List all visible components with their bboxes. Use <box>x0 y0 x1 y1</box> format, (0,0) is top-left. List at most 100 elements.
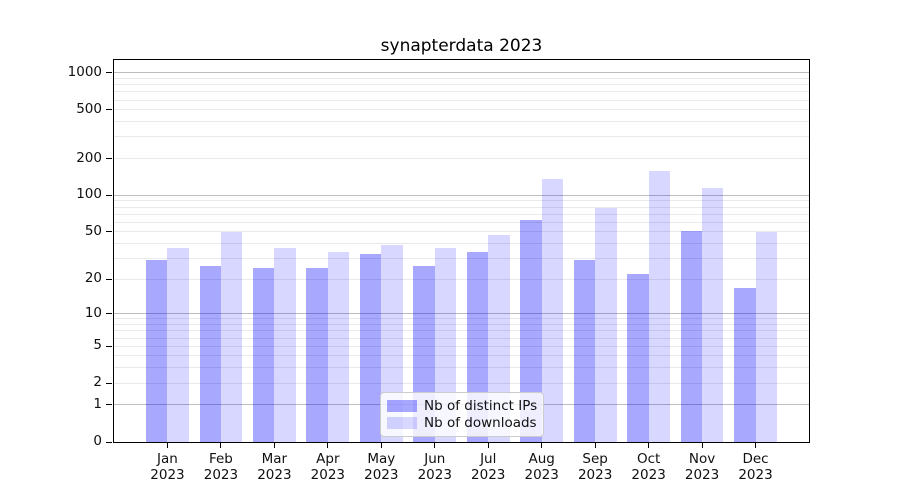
y-tick-label: 2 <box>93 374 102 391</box>
bar-feb-downloads <box>220 231 243 442</box>
y-tick-label: 100 <box>76 186 102 203</box>
bar-dec-downloads <box>755 231 777 442</box>
bar-nov-distinct-ips <box>680 230 703 442</box>
minor-gridline <box>114 99 809 101</box>
y-tick-mark <box>106 72 112 74</box>
minor-gridline <box>114 278 809 280</box>
bar-sep-distinct-ips <box>573 260 596 442</box>
x-tick-label: Feb 2023 <box>203 451 239 483</box>
x-tick-mark <box>594 443 596 448</box>
minor-gridline <box>114 221 809 223</box>
y-tick-mark <box>106 109 112 111</box>
plot-area: 1000 500 200 100 50 20 10 5 2 1 0 Jan 2023 Feb 2023 M… <box>68 59 810 483</box>
bar-aug-downloads <box>541 178 564 442</box>
minor-gridline <box>114 367 809 369</box>
minor-gridline <box>114 382 809 384</box>
x-tick-mark <box>434 443 436 448</box>
legend-label-distinct-ips: Nb of distinct IPs <box>424 397 538 414</box>
minor-gridline <box>114 109 809 111</box>
y-tick-mark <box>106 158 112 160</box>
y-tick-mark <box>106 313 112 315</box>
minor-gridline <box>114 158 809 160</box>
x-tick-mark <box>755 443 757 448</box>
y-tick-label: 50 <box>84 222 102 239</box>
x-tick-mark <box>166 443 168 448</box>
bar-apr-downloads <box>327 251 350 442</box>
bar-jul-downloads <box>488 235 510 442</box>
bar-mar-distinct-ips <box>253 267 275 442</box>
bar-dec-distinct-ips <box>734 287 756 442</box>
x-tick-mark <box>380 443 382 448</box>
minor-gridline <box>114 77 809 79</box>
bar-jan-distinct-ips <box>146 260 168 442</box>
x-tick-label: May 2023 <box>364 451 399 483</box>
y-tick-label: 5 <box>93 337 102 354</box>
y-tick-label: 10 <box>84 304 102 321</box>
minor-gridline <box>114 206 809 208</box>
y-tick-mark <box>106 194 112 196</box>
legend: Nb of distinct IPs Nb of downloads <box>380 392 544 437</box>
legend-label-downloads: Nb of downloads <box>424 414 537 431</box>
minor-gridline <box>114 231 809 233</box>
minor-gridline <box>114 200 809 202</box>
bar-feb-distinct-ips <box>199 265 221 442</box>
x-tick-mark <box>701 443 703 448</box>
bar-nov-downloads <box>702 187 724 442</box>
x-tick-mark <box>487 443 489 448</box>
x-tick-mark <box>327 443 329 448</box>
y-tick-mark <box>106 382 112 384</box>
minor-gridline <box>114 136 809 138</box>
minor-gridline <box>114 324 809 326</box>
x-tick-label: Mar 2023 <box>257 451 292 483</box>
legend-swatch-downloads <box>387 416 417 429</box>
minor-gridline <box>114 345 809 347</box>
major-gridline <box>114 72 809 74</box>
x-tick-label: Nov 2023 <box>684 451 720 483</box>
y-tick-mark <box>106 231 112 233</box>
y-tick-label: 200 <box>76 149 102 166</box>
y-tick-label: 1 <box>93 395 102 412</box>
minor-gridline <box>114 121 809 123</box>
x-tick-mark <box>220 443 222 448</box>
bar-jan-downloads <box>167 247 189 442</box>
major-gridline <box>114 194 809 196</box>
chart-title: synapterdata 2023 <box>380 36 543 56</box>
x-tick-label: Sep 2023 <box>577 451 613 483</box>
minor-gridline <box>114 243 809 245</box>
bar-mar-downloads <box>274 247 296 442</box>
x-tick-mark <box>541 443 543 448</box>
x-tick-label: Jun 2023 <box>417 451 452 483</box>
minor-gridline <box>114 337 809 339</box>
x-tick-label: Oct 2023 <box>631 451 666 483</box>
y-tick-mark <box>106 441 112 443</box>
x-tick-label: Jan 2023 <box>150 451 185 483</box>
bar-aug-distinct-ips <box>520 219 542 442</box>
major-gridline <box>114 313 809 315</box>
x-tick-mark <box>648 443 650 448</box>
x-tick-label: Dec 2023 <box>738 451 773 483</box>
minor-gridline <box>114 257 809 259</box>
x-tick-label: Jul 2023 <box>471 451 506 483</box>
y-tick-mark <box>106 345 112 347</box>
bar-oct-distinct-ips <box>627 274 649 442</box>
y-tick-mark <box>106 404 112 406</box>
minor-gridline <box>114 213 809 215</box>
bar-may-distinct-ips <box>359 253 382 442</box>
x-tick-mark <box>273 443 275 448</box>
bar-apr-distinct-ips <box>306 267 328 442</box>
y-tick-label: 20 <box>84 270 102 287</box>
minor-gridline <box>114 318 809 320</box>
bar-sep-downloads <box>595 208 617 442</box>
y-tick-label: 0 <box>93 433 102 449</box>
x-tick-label: Apr 2023 <box>310 451 346 483</box>
x-tick-label: Aug 2023 <box>524 451 559 483</box>
minor-gridline <box>114 84 809 86</box>
minor-gridline <box>114 330 809 332</box>
minor-gridline <box>114 91 809 93</box>
legend-item-distinct-ips: Nb of distinct IPs <box>387 397 538 414</box>
y-tick-label: 500 <box>76 100 102 117</box>
legend-swatch-distinct-ips <box>387 399 417 412</box>
legend-item-downloads: Nb of downloads <box>387 414 537 431</box>
minor-gridline <box>114 355 809 357</box>
